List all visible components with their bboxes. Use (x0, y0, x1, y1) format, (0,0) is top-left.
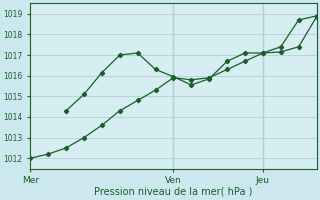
X-axis label: Pression niveau de la mer( hPa ): Pression niveau de la mer( hPa ) (94, 187, 252, 197)
